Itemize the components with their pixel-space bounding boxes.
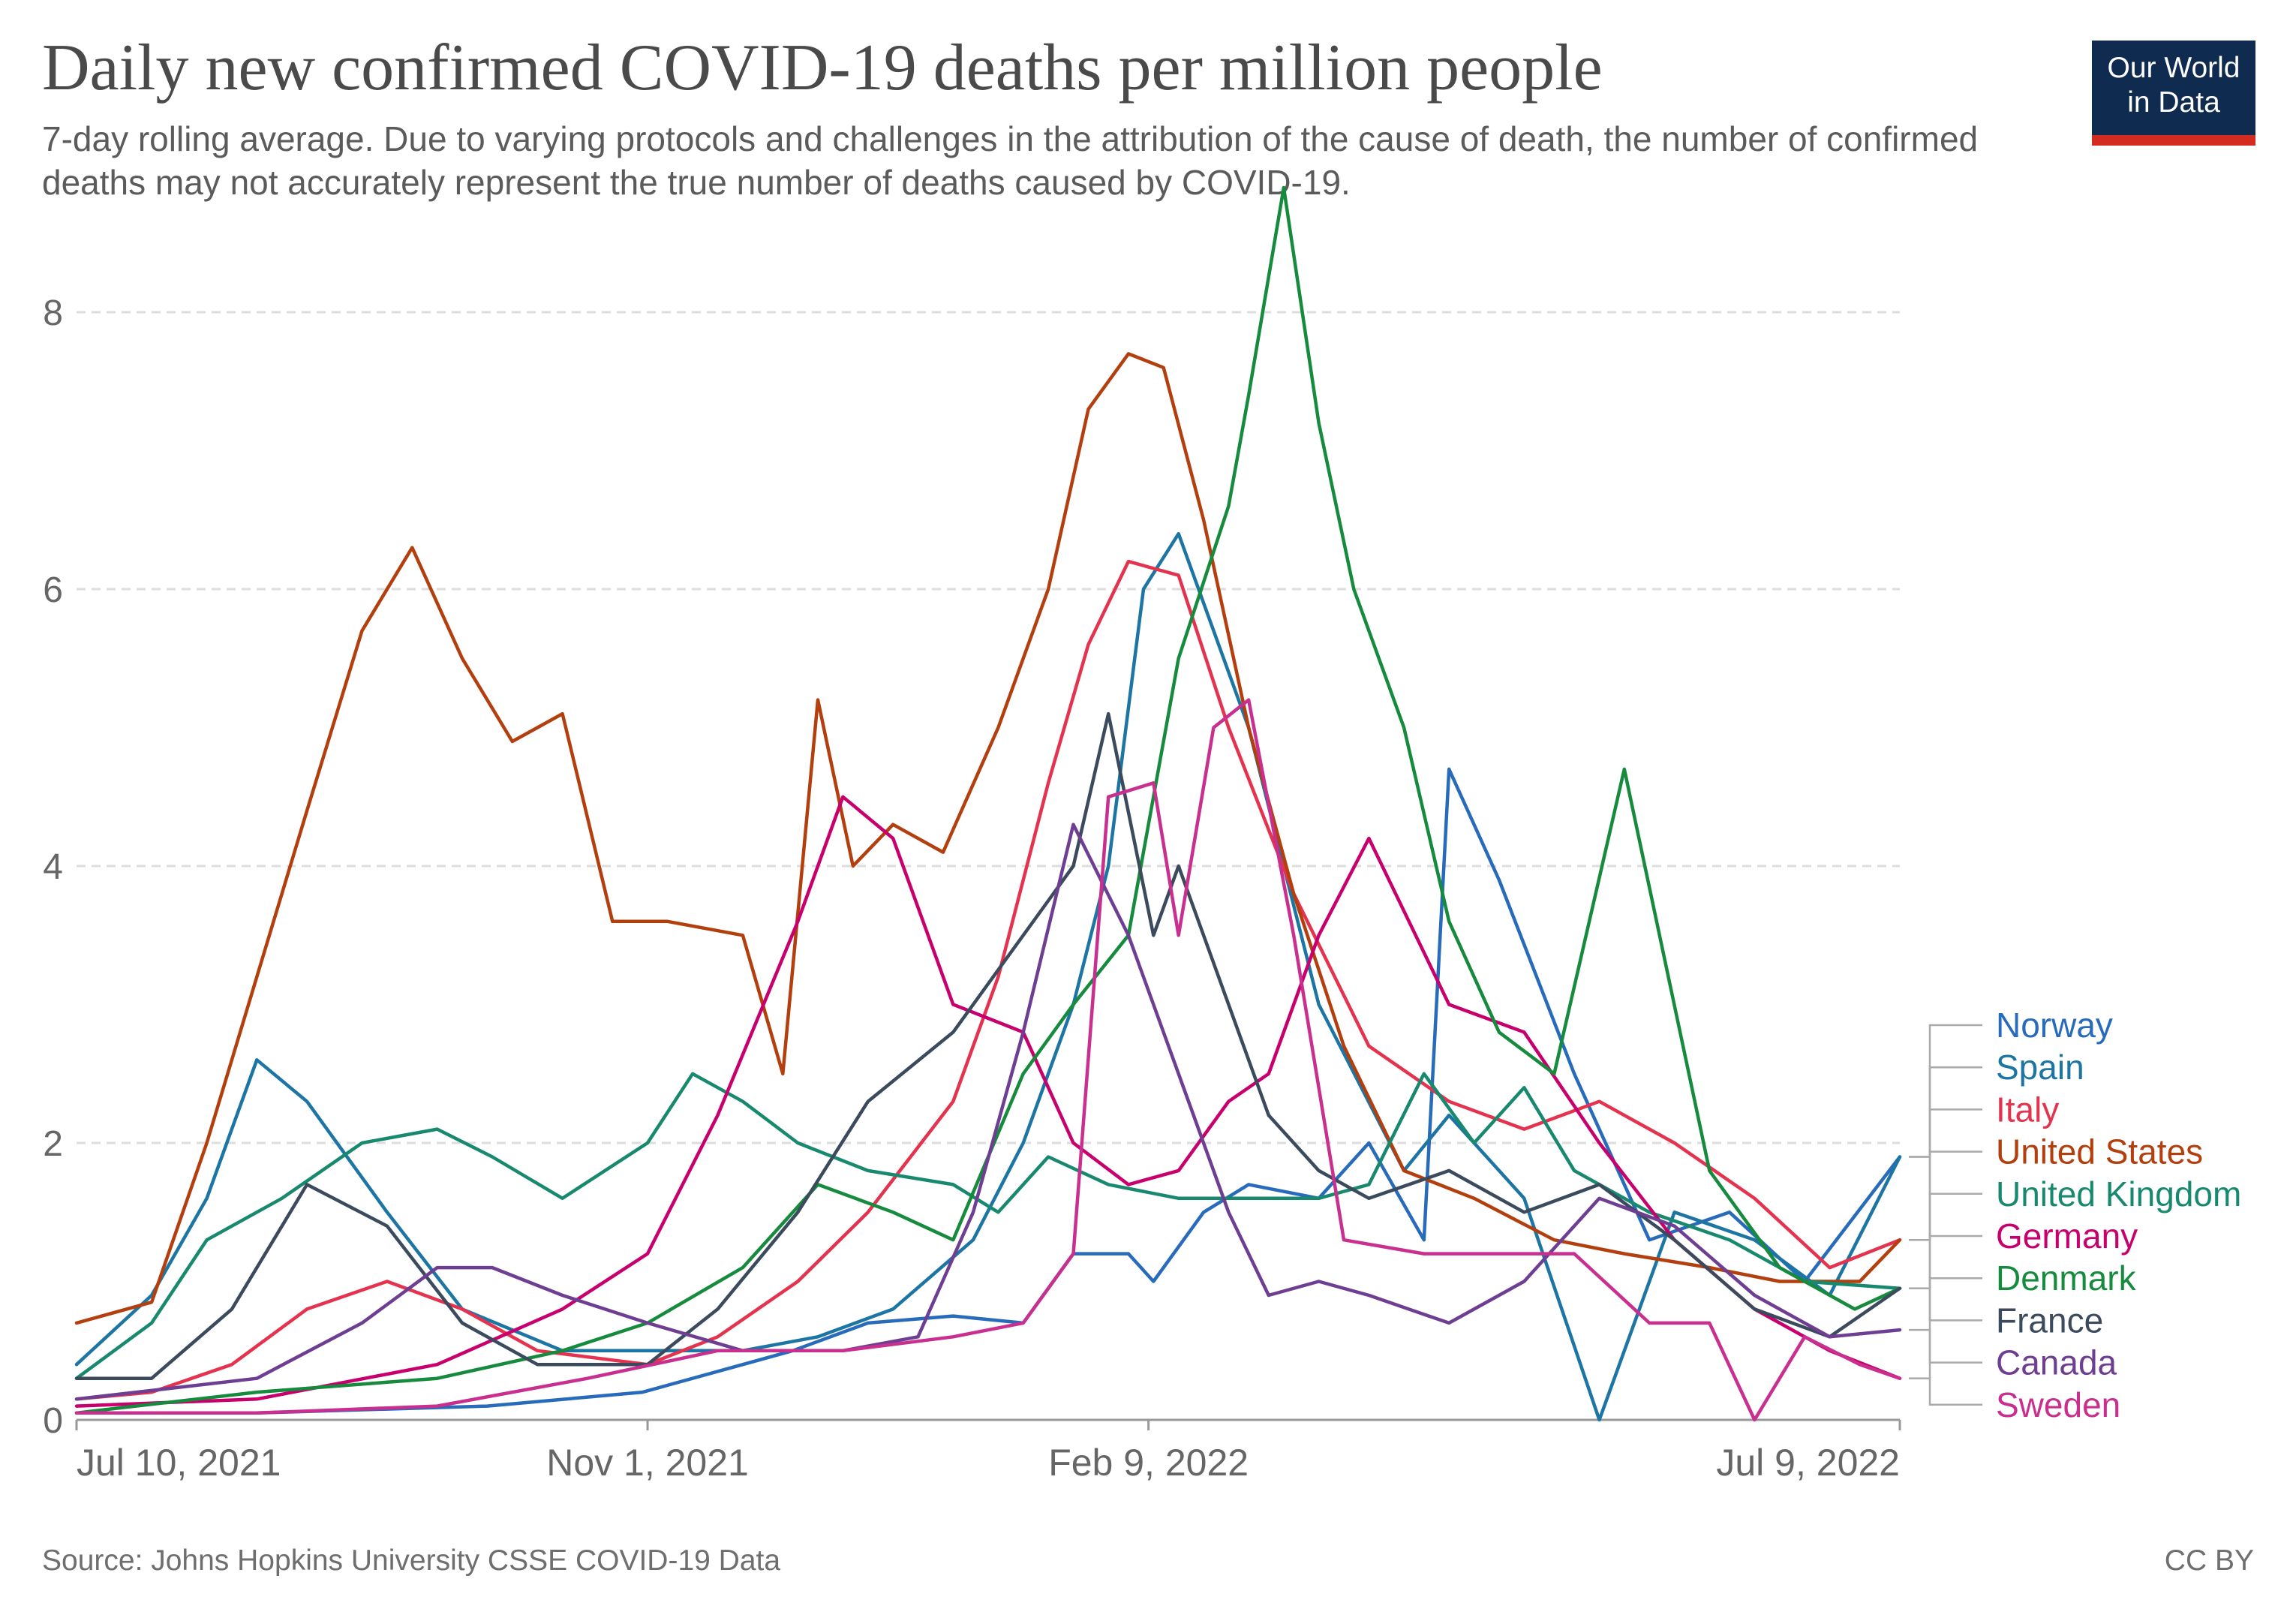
logo-text: Our World in Data — [2092, 41, 2255, 120]
legend-connector-italy — [1909, 1108, 1982, 1241]
y-tick-label: 0 — [43, 1401, 63, 1441]
y-axis-tick-labels: 0 2 4 6 8 — [43, 293, 63, 1441]
legend-label-denmark: Denmark — [1996, 1259, 2137, 1298]
series-line-germany — [74, 795, 1902, 1408]
y-tick-label: 4 — [43, 847, 63, 887]
x-tick-label: Jul 10, 2021 — [77, 1442, 281, 1484]
x-tick-label: Feb 9, 2022 — [1048, 1442, 1249, 1484]
chart-title: Daily new confirmed COVID-19 deaths per … — [42, 32, 1603, 104]
series-line-united-kingdom — [74, 1072, 1902, 1380]
legend-connector-norway — [1909, 1024, 1982, 1158]
license-link[interactable]: CC BY — [2164, 1544, 2254, 1577]
series-line-spain — [74, 531, 1902, 1422]
y-tick-label: 6 — [43, 570, 63, 610]
legend-label-united-kingdom: United Kingdom — [1996, 1174, 2241, 1213]
series-line-sweden — [74, 698, 1902, 1422]
legend-connector-sweden — [1909, 1377, 1982, 1406]
y-tick-label: 8 — [43, 293, 63, 333]
legend-connector-united-states — [1909, 1150, 1982, 1241]
legend-label-sweden: Sweden — [1996, 1385, 2120, 1424]
legend-label-france: France — [1996, 1301, 2103, 1340]
legend-label-united-states: United States — [1996, 1132, 2203, 1171]
grid-lines — [77, 311, 1900, 1144]
x-tick-label: Jul 9, 2022 — [1716, 1442, 1900, 1484]
legend-connector-spain — [1909, 1066, 1982, 1158]
legend-label-germany: Germany — [1996, 1217, 2138, 1256]
legend-label-spain: Spain — [1996, 1048, 2084, 1087]
series-line-canada — [74, 823, 1902, 1401]
legend-connector-france — [1909, 1287, 1982, 1322]
legend-label-italy: Italy — [1996, 1090, 2059, 1129]
legend-label-canada: Canada — [1996, 1343, 2117, 1382]
series-line-united-states — [74, 352, 1902, 1325]
series-line-denmark — [74, 185, 1902, 1415]
chart-subtitle: 7-day rolling average. Due to varying pr… — [42, 119, 1979, 202]
legend-connector-denmark — [1909, 1277, 1982, 1289]
owid-logo[interactable]: Our World in Data — [2092, 41, 2255, 146]
series-line-france — [74, 711, 1902, 1380]
legend-label-norway: Norway — [1996, 1006, 2113, 1045]
legend-connector-united-kingdom — [1909, 1192, 1982, 1289]
x-axis: Jul 10, 2021 Nov 1, 2021 Feb 9, 2022 Jul 9,… — [75, 1418, 1901, 1484]
logo-line-1: Our World — [2107, 52, 2240, 84]
series-lines — [74, 185, 1902, 1422]
legend-connector-canada — [1909, 1328, 1982, 1364]
source-note: Source: Johns Hopkins University CSSE CO… — [42, 1544, 781, 1577]
series-line-italy — [74, 559, 1902, 1401]
x-tick-label: Nov 1, 2021 — [546, 1442, 749, 1484]
y-tick-label: 2 — [43, 1124, 63, 1164]
series-line-norway — [74, 767, 1902, 1415]
legend-connector-germany — [1909, 1235, 1982, 1379]
logo-line-2: in Data — [2127, 86, 2220, 119]
